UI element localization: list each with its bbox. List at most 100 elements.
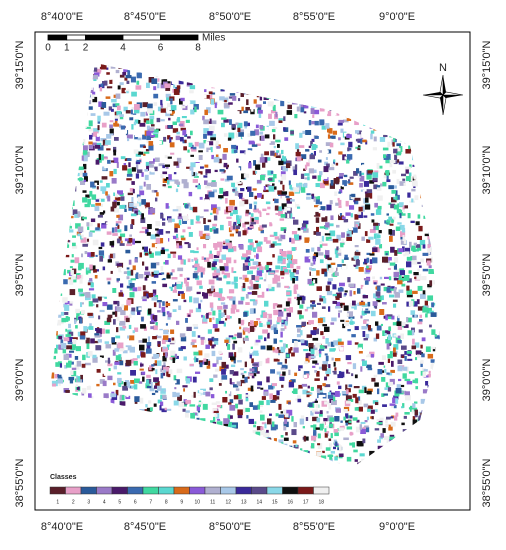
raster-pixel xyxy=(80,309,86,314)
raster-pixel xyxy=(151,281,157,284)
raster-pixel xyxy=(109,79,113,84)
raster-pixel xyxy=(389,378,395,385)
raster-pixel xyxy=(209,387,213,391)
raster-pixel xyxy=(363,215,368,218)
raster-pixel xyxy=(282,106,287,111)
raster-pixel xyxy=(89,230,95,233)
raster-pixel xyxy=(176,117,181,123)
raster-pixel xyxy=(221,254,227,261)
raster-pixel xyxy=(220,224,224,231)
raster-pixel xyxy=(276,304,283,308)
raster-pixel xyxy=(147,395,152,399)
raster-pixel xyxy=(338,385,342,390)
raster-pixel xyxy=(367,170,374,174)
raster-pixel xyxy=(304,237,310,243)
raster-pixel xyxy=(107,314,113,318)
raster-pixel xyxy=(218,158,222,164)
raster-pixel xyxy=(245,107,250,111)
raster-pixel xyxy=(283,421,289,428)
raster-pixel xyxy=(330,341,335,347)
raster-pixel xyxy=(304,177,309,180)
raster-pixel xyxy=(266,321,271,326)
raster-pixel xyxy=(242,282,246,288)
raster-pixel xyxy=(312,337,319,341)
raster-pixel xyxy=(68,329,72,334)
raster-pixel xyxy=(212,274,219,279)
raster-pixel xyxy=(208,191,215,198)
raster-pixel xyxy=(253,201,258,205)
raster-pixel xyxy=(273,358,280,362)
raster-pixel xyxy=(414,409,418,416)
raster-pixel xyxy=(414,342,420,348)
raster-pixel xyxy=(398,384,405,388)
raster-pixel xyxy=(325,431,330,434)
raster-pixel xyxy=(425,381,429,386)
raster-pixel xyxy=(255,240,258,243)
raster-pixel xyxy=(383,393,388,396)
raster-pixel xyxy=(350,213,353,218)
raster-pixel xyxy=(190,342,195,346)
raster-pixel xyxy=(420,258,424,263)
raster-pixel xyxy=(242,266,247,271)
raster-pixel xyxy=(99,180,103,183)
raster-pixel xyxy=(426,307,432,314)
raster-pixel xyxy=(170,329,175,334)
raster-pixel xyxy=(341,232,345,238)
raster-pixel xyxy=(245,150,251,156)
raster-pixel xyxy=(178,213,182,217)
raster-pixel xyxy=(178,291,184,294)
raster-pixel xyxy=(70,361,74,365)
raster-pixel xyxy=(238,222,241,227)
raster-pixel xyxy=(299,103,303,107)
raster-pixel xyxy=(244,376,248,383)
raster-pixel xyxy=(387,354,393,359)
raster-pixel xyxy=(205,185,211,189)
raster-pixel xyxy=(383,436,390,440)
raster-pixel xyxy=(404,391,410,396)
raster-pixel xyxy=(370,130,375,134)
raster-pixel xyxy=(166,274,171,279)
raster-pixel xyxy=(399,224,405,230)
raster-pixel xyxy=(382,330,386,337)
raster-pixel xyxy=(398,209,404,215)
raster-pixel xyxy=(319,150,323,153)
raster-pixel xyxy=(334,391,340,397)
raster-pixel xyxy=(283,127,286,131)
raster-pixel xyxy=(272,348,278,353)
raster-pixel xyxy=(109,171,114,177)
raster-pixel xyxy=(112,311,117,315)
raster-pixel xyxy=(162,372,166,376)
raster-pixel xyxy=(259,211,262,218)
raster-pixel xyxy=(141,371,146,375)
raster-pixel xyxy=(334,432,339,437)
raster-pixel xyxy=(330,458,333,462)
raster-pixel xyxy=(381,393,385,397)
raster-pixel xyxy=(298,367,301,371)
raster-pixel xyxy=(70,346,76,351)
raster-pixel xyxy=(307,278,312,285)
raster-pixel xyxy=(71,275,76,280)
raster-pixel xyxy=(168,117,171,121)
raster-pixel xyxy=(229,119,232,125)
raster-pixel xyxy=(153,377,159,382)
raster-pixel xyxy=(147,103,153,109)
raster-pixel xyxy=(387,358,391,363)
raster-pixel xyxy=(393,196,396,200)
raster-pixel xyxy=(390,288,396,291)
raster-pixel xyxy=(100,203,103,207)
raster-pixel xyxy=(198,230,203,237)
raster-pixel xyxy=(220,302,226,305)
raster-pixel xyxy=(403,275,410,281)
raster-pixel xyxy=(120,309,126,316)
raster-pixel xyxy=(346,154,353,160)
raster-pixel xyxy=(377,205,382,210)
raster-pixel xyxy=(317,398,321,405)
raster-pixel xyxy=(127,241,131,246)
raster-pixel xyxy=(141,172,144,177)
raster-pixel xyxy=(321,268,327,275)
raster-pixel xyxy=(370,213,375,216)
raster-pixel xyxy=(404,251,410,256)
raster-pixel xyxy=(212,397,219,402)
raster-pixel xyxy=(362,190,366,193)
raster-pixel xyxy=(245,294,249,299)
